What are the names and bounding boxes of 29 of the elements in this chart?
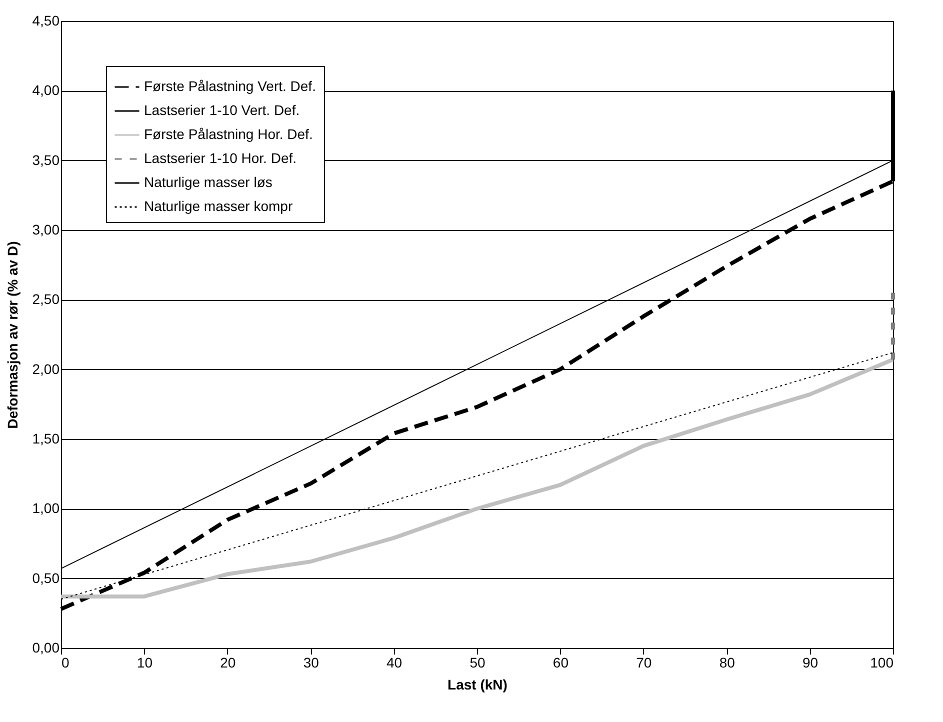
x-tick-label: 30	[303, 654, 320, 670]
x-tick-label: 100	[870, 654, 894, 670]
y-axis-title: Deformasjon av rør (% av D)	[4, 241, 20, 429]
x-tick-label: 70	[636, 654, 652, 670]
y-tick-label: 1,50	[32, 430, 60, 446]
x-tick-label: 80	[719, 654, 736, 670]
x-tick-label: 90	[802, 654, 818, 670]
x-axis-title: Last (kN)	[448, 676, 508, 692]
x-tick-label: 20	[220, 654, 236, 670]
y-tick-label: 4,00	[32, 82, 60, 98]
y-tick-label: 0,50	[32, 570, 60, 586]
legend-label: Første Pålastning Hor. Def.	[144, 126, 313, 142]
y-tick-label: 3,00	[32, 222, 60, 238]
legend-label: Naturlige masser løs	[144, 174, 272, 190]
y-tick-label: 2,00	[32, 360, 60, 377]
x-tick-label: 0	[62, 654, 70, 670]
y-tick-label: 2,50	[32, 291, 60, 308]
y-tick-label: 1,00	[32, 500, 60, 516]
x-tick-label: 40	[386, 654, 402, 670]
legend-label: Naturlige masser kompr	[144, 198, 293, 214]
y-tick-label: 0,00	[32, 640, 60, 656]
y-tick-label: 4,50	[32, 12, 60, 28]
x-tick-label: 60	[552, 654, 569, 670]
legend-label: Lastserier 1-10 Vert. Def.	[144, 102, 300, 118]
x-tick-label: 50	[470, 654, 486, 670]
y-tick-label: 3,50	[32, 152, 60, 168]
x-tick-label: 10	[136, 654, 153, 670]
legend-label: Første Pålastning Vert. Def.	[144, 78, 316, 94]
legend-label: Lastserier 1-10 Hor. Def.	[144, 150, 297, 166]
